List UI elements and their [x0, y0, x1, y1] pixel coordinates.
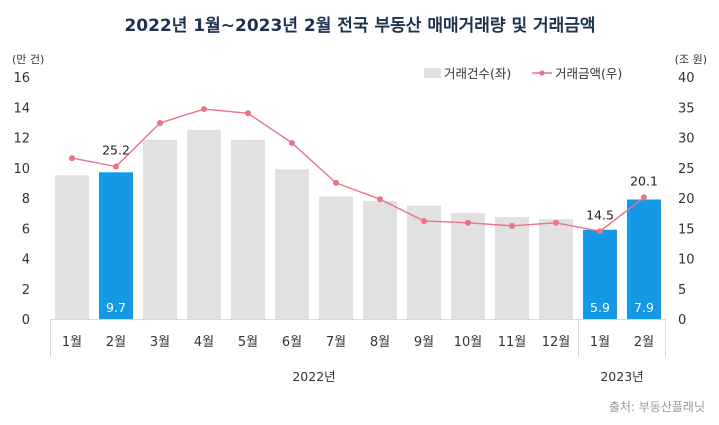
left-tick-label: 2: [22, 283, 30, 298]
category-label: 4월: [194, 335, 214, 350]
bar: [539, 219, 573, 319]
line-data-label: 20.1: [630, 173, 658, 188]
line-point: [597, 228, 603, 235]
category-label: 12월: [542, 335, 571, 350]
left-tick-label: 0: [22, 313, 30, 328]
left-tick-label: 4: [22, 253, 30, 268]
line-point: [201, 106, 207, 113]
category-label: 2월: [106, 335, 126, 350]
right-tick-label: 40: [678, 71, 695, 86]
chart-title: 2022년 1월~2023년 2월 전국 부동산 매매거래량 및 거래금액: [124, 16, 595, 36]
category-label: 1월: [590, 335, 610, 350]
legend-bar-swatch: [424, 68, 441, 78]
line-point: [641, 194, 647, 201]
category-label: 7월: [326, 335, 346, 350]
bar: [319, 196, 353, 319]
bar: [495, 216, 529, 319]
left-tick-label: 16: [13, 71, 30, 86]
line-point: [333, 179, 339, 186]
line-point: [245, 110, 251, 117]
line-data-label: 14.5: [586, 207, 614, 222]
bar: [407, 205, 441, 319]
bar: [451, 213, 485, 319]
bar: [187, 129, 221, 319]
bar-data-label: 9.7: [106, 300, 126, 315]
bar: [143, 139, 177, 319]
right-tick-label: 20: [678, 192, 695, 207]
legend: 거래건수(좌) 거래금액(우): [424, 66, 622, 81]
category-label: 3월: [150, 335, 170, 350]
line-series: [71, 108, 645, 233]
left-tick-label: 8: [22, 192, 30, 207]
category-label: 6월: [282, 335, 302, 350]
line-point: [289, 139, 295, 146]
left-axis-unit: (만 건): [12, 53, 44, 66]
bar: [99, 172, 133, 319]
source-note: 출처: 부동산플래닛: [609, 400, 705, 414]
line-point: [509, 222, 515, 229]
legend-line-marker: [539, 70, 545, 76]
legend-bar-label: 거래건수(좌): [444, 66, 511, 81]
category-label: 1월: [62, 335, 82, 350]
category-label: 8월: [370, 335, 390, 350]
right-tick-label: 10: [678, 253, 695, 268]
right-axis-unit: (조 원): [675, 53, 707, 66]
bar: [275, 169, 309, 319]
category-label: 9월: [414, 335, 434, 350]
line-point: [553, 219, 559, 226]
left-tick-label: 10: [13, 162, 30, 177]
bar: [627, 199, 661, 319]
line-point: [113, 163, 119, 170]
right-tick-label: 15: [678, 222, 695, 237]
category-label: 11월: [498, 335, 527, 350]
left-tick-label: 14: [13, 101, 30, 116]
line-data-label: 25.2: [102, 143, 130, 158]
left-tick-label: 12: [13, 132, 30, 147]
line-point: [377, 196, 383, 203]
category-label: 10월: [454, 335, 483, 350]
bar: [363, 201, 397, 319]
group-label: 2023년: [600, 369, 643, 384]
bar-data-label: 5.9: [590, 300, 610, 315]
right-tick-label: 5: [678, 283, 686, 298]
right-tick-label: 35: [678, 101, 695, 116]
category-label: 5월: [238, 335, 258, 350]
line-point: [421, 217, 427, 224]
legend-line-label: 거래금액(우): [555, 66, 622, 81]
right-tick-label: 25: [678, 162, 695, 177]
category-label: 2월: [634, 335, 654, 350]
bar: [55, 175, 89, 319]
group-label: 2022년: [292, 369, 335, 384]
line-point: [465, 219, 471, 226]
bar: [231, 139, 265, 319]
right-tick-label: 30: [678, 132, 695, 147]
bar-data-label: 7.9: [634, 300, 654, 315]
bar: [583, 229, 617, 319]
left-tick-label: 6: [22, 222, 30, 237]
line-point: [157, 119, 163, 126]
right-tick-label: 0: [678, 313, 686, 328]
line-point: [69, 155, 75, 162]
